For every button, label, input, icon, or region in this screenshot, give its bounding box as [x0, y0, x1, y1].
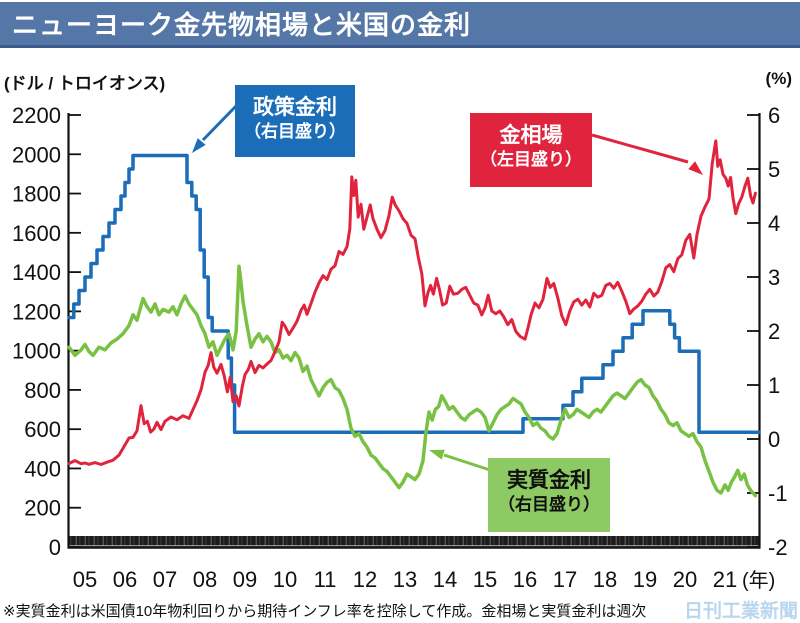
real-rate-callout-title: 実質金利: [507, 469, 591, 492]
left-axis-tick-label: 0: [49, 535, 61, 560]
footnote: ※実質金利は米国債10年物利回りから期待インフレ率を控除して作成。金相場と実質金…: [3, 603, 647, 620]
left-axis-tick-label: 1800: [12, 182, 61, 207]
left-axis-unit-label: (ドル / トロイオンス): [4, 74, 166, 93]
policy-callout-arrow-line: [201, 103, 239, 142]
x-axis-tick-label: 19: [633, 567, 657, 592]
chart-title-bar: ニューヨーク金先物相場と米国の金利: [0, 2, 800, 48]
right-axis-tick-label: 6: [768, 103, 780, 128]
policy-rate-callout: 政策金利 （右目盛り）: [235, 85, 355, 157]
chart-title: ニューヨーク金先物相場と米国の金利: [12, 10, 472, 40]
series-gold: [67, 139, 757, 466]
left-axis-tick-label: 600: [24, 417, 61, 442]
x-axis-tick-label: 09: [233, 567, 257, 592]
policy-rate-callout-subtitle: （右目盛り）: [244, 122, 346, 142]
publisher-watermark: 日刊工業新聞: [683, 601, 798, 622]
left-axis-tick-label: 400: [24, 456, 61, 481]
gold-callout-arrow-head: [688, 161, 703, 175]
real-callout-arrow-line: [443, 453, 491, 472]
right-axis-tick-label: -1: [768, 481, 788, 506]
bottom-hatch-bar: [69, 536, 759, 546]
x-axis-tick-label: 14: [433, 567, 457, 592]
left-axis-tick-label: 800: [24, 378, 61, 403]
x-axis-tick-label: 12: [353, 567, 377, 592]
right-axis-tick-label: -2: [768, 535, 788, 560]
x-axis-tick-label: 17: [553, 567, 577, 592]
gold-price-callout-title: 金相場: [499, 124, 563, 147]
right-axis-tick-label: 1: [768, 373, 780, 398]
left-axis-tick-label: 1200: [12, 299, 61, 324]
gold-price-callout: 金相場 （左目盛り）: [470, 113, 592, 187]
gold-price-callout-subtitle: （左目盛り）: [480, 150, 582, 170]
x-axis-tick-label: 08: [193, 567, 217, 592]
x-axis-tick-label: 16: [513, 567, 537, 592]
right-axis-tick-label: 0: [768, 427, 780, 452]
policy-rate-callout-title: 政策金利: [253, 96, 337, 119]
left-axis-tick-label: 1600: [12, 221, 61, 246]
x-axis-tick-label: 20: [673, 567, 697, 592]
x-axis-tick-label: 18: [593, 567, 617, 592]
x-axis-tick-label: 10: [273, 567, 297, 592]
real-rate-callout-subtitle: （右目盛り）: [498, 495, 600, 515]
right-axis-tick-label: 5: [768, 157, 780, 182]
left-axis-tick-label: 2200: [12, 103, 61, 128]
x-axis-tick-label: 05: [73, 567, 97, 592]
right-axis-tick-label: 4: [768, 211, 780, 236]
right-axis-unit-label: (%): [765, 69, 792, 88]
x-axis-tick-label: 13: [393, 567, 417, 592]
x-axis-tick-label: 07: [153, 567, 177, 592]
x-axis-tick-label: 11: [314, 567, 337, 592]
left-axis-tick-label: 200: [24, 496, 61, 521]
x-axis-tick-label: 15: [473, 567, 497, 592]
gold-callout-arrow-line: [591, 133, 689, 164]
left-axis-tick-label: 1000: [12, 339, 61, 364]
real-callout-arrow-head: [429, 449, 445, 460]
policy-callout-arrow-head: [192, 138, 206, 153]
real-rate-callout: 実質金利 （右目盛り）: [488, 458, 610, 532]
series-real_rate: [67, 264, 758, 498]
x-axis-tick-label: 21: [713, 567, 737, 592]
right-axis-tick-label: 3: [768, 265, 780, 290]
right-axis-tick-label: 2: [768, 319, 780, 344]
left-axis-tick-label: 2000: [12, 142, 61, 167]
x-axis-unit-label: (年): [742, 569, 775, 592]
left-axis-tick-label: 1400: [12, 260, 61, 285]
series-policy_rate: [67, 153, 761, 435]
x-axis-tick-label: 06: [113, 567, 137, 592]
